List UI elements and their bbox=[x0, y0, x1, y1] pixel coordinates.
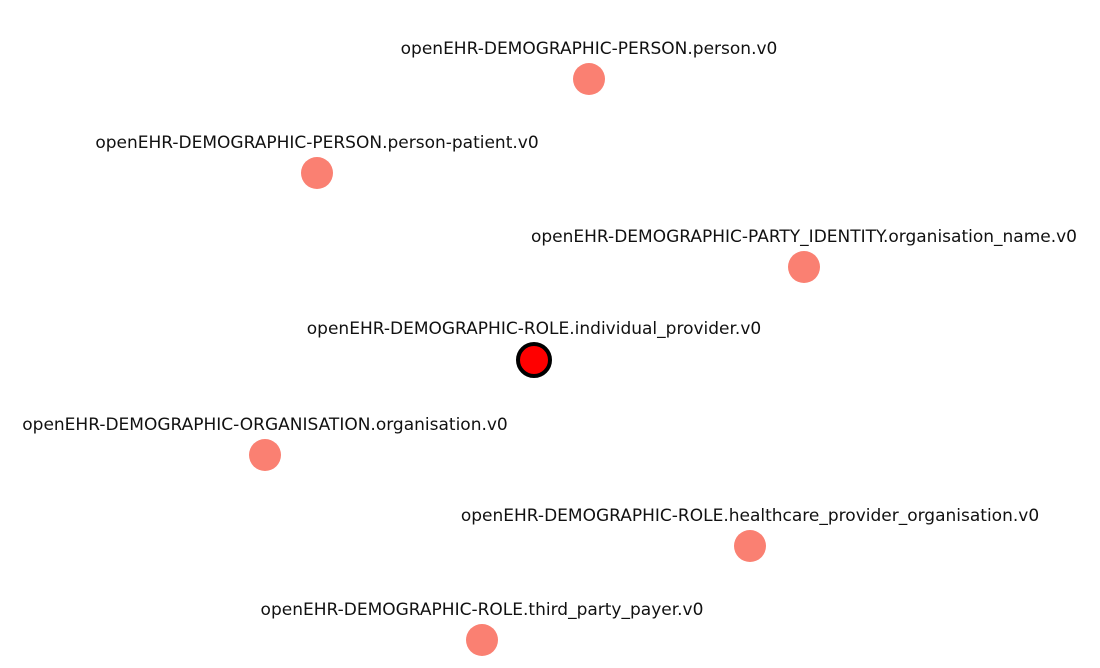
node-label-organisation: openEHR-DEMOGRAPHIC-ORGANISATION.organis… bbox=[22, 415, 508, 435]
graph-node-healthcare-provider-organisation[interactable]: openEHR-DEMOGRAPHIC-ROLE.healthcare_prov… bbox=[461, 506, 1039, 562]
node-circle-person-patient[interactable] bbox=[301, 157, 333, 189]
node-label-person: openEHR-DEMOGRAPHIC-PERSON.person.v0 bbox=[401, 39, 778, 59]
node-circle-organisation-name[interactable] bbox=[788, 251, 820, 283]
node-circle-person[interactable] bbox=[573, 63, 605, 95]
node-label-healthcare-provider-organisation: openEHR-DEMOGRAPHIC-ROLE.healthcare_prov… bbox=[461, 506, 1039, 526]
node-circle-third-party-payer[interactable] bbox=[466, 624, 498, 656]
node-circle-organisation[interactable] bbox=[249, 439, 281, 471]
node-label-third-party-payer: openEHR-DEMOGRAPHIC-ROLE.third_party_pay… bbox=[261, 600, 704, 620]
graph-node-organisation-name[interactable]: openEHR-DEMOGRAPHIC-PARTY_IDENTITY.organ… bbox=[531, 227, 1077, 283]
node-label-individual-provider: openEHR-DEMOGRAPHIC-ROLE.individual_prov… bbox=[307, 319, 761, 339]
graph-node-third-party-payer[interactable]: openEHR-DEMOGRAPHIC-ROLE.third_party_pay… bbox=[261, 600, 704, 656]
graph-node-person-patient[interactable]: openEHR-DEMOGRAPHIC-PERSON.person-patien… bbox=[95, 133, 539, 189]
graph-node-organisation[interactable]: openEHR-DEMOGRAPHIC-ORGANISATION.organis… bbox=[22, 415, 508, 471]
node-circle-healthcare-provider-organisation[interactable] bbox=[734, 530, 766, 562]
graph-node-individual-provider[interactable]: openEHR-DEMOGRAPHIC-ROLE.individual_prov… bbox=[307, 319, 761, 378]
graph-node-person[interactable]: openEHR-DEMOGRAPHIC-PERSON.person.v0 bbox=[401, 39, 778, 95]
node-circle-individual-provider[interactable] bbox=[516, 342, 552, 378]
node-label-person-patient: openEHR-DEMOGRAPHIC-PERSON.person-patien… bbox=[95, 133, 538, 153]
node-label-organisation-name: openEHR-DEMOGRAPHIC-PARTY_IDENTITY.organ… bbox=[531, 227, 1077, 247]
graph-nodes: openEHR-DEMOGRAPHIC-PERSON.person.v0 open… bbox=[22, 39, 1077, 656]
